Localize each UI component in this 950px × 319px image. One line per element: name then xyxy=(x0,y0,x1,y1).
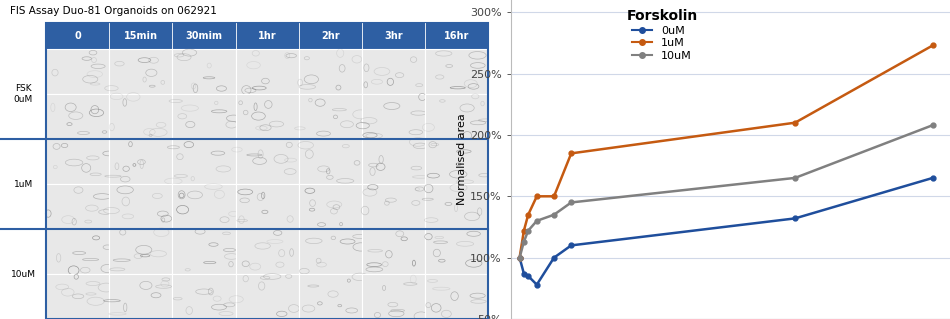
Bar xyxy=(362,184,425,229)
Bar xyxy=(298,49,362,94)
Bar xyxy=(298,94,362,139)
Text: 1uM: 1uM xyxy=(13,180,33,189)
1uM xyxy=(522,213,534,217)
0uM xyxy=(514,256,525,260)
Line: 0uM: 0uM xyxy=(517,175,935,287)
Bar xyxy=(109,139,173,184)
Bar xyxy=(236,94,298,139)
Bar xyxy=(236,184,298,229)
Bar xyxy=(47,184,109,229)
Bar xyxy=(298,139,362,184)
Bar xyxy=(109,184,173,229)
Bar xyxy=(47,23,487,49)
Text: FSK
0uM: FSK 0uM xyxy=(13,85,33,104)
10uM xyxy=(789,176,801,180)
Bar xyxy=(47,274,109,319)
Bar xyxy=(425,94,487,139)
Bar xyxy=(236,274,298,319)
10uM xyxy=(531,219,542,223)
Bar xyxy=(173,94,236,139)
Bar xyxy=(362,274,425,319)
10uM xyxy=(927,123,939,127)
Bar xyxy=(173,139,236,184)
Bar xyxy=(362,49,425,94)
Text: 16hr: 16hr xyxy=(444,31,469,41)
Bar xyxy=(236,229,298,274)
Line: 1uM: 1uM xyxy=(517,43,935,260)
Bar xyxy=(109,49,173,94)
1uM xyxy=(789,121,801,125)
Bar xyxy=(298,229,362,274)
Bar xyxy=(109,274,173,319)
1uM xyxy=(518,229,529,233)
10uM xyxy=(522,229,534,233)
Bar xyxy=(425,229,487,274)
Bar xyxy=(47,229,109,274)
Bar xyxy=(173,229,236,274)
10uM xyxy=(514,256,525,260)
Bar xyxy=(298,184,362,229)
Bar xyxy=(109,94,173,139)
1uM xyxy=(514,256,525,260)
Text: 2hr: 2hr xyxy=(321,31,339,41)
Bar xyxy=(298,274,362,319)
0uM xyxy=(531,283,542,286)
Bar xyxy=(425,274,487,319)
1uM xyxy=(927,43,939,47)
Line: 10uM: 10uM xyxy=(517,123,935,260)
0uM xyxy=(927,176,939,180)
Y-axis label: Normalised area: Normalised area xyxy=(457,114,467,205)
Text: 30mim: 30mim xyxy=(185,31,222,41)
Text: 10uM: 10uM xyxy=(10,270,36,278)
Text: 3hr: 3hr xyxy=(384,31,403,41)
Text: 1hr: 1hr xyxy=(257,31,276,41)
Bar xyxy=(173,49,236,94)
0uM xyxy=(565,243,577,247)
Text: 0: 0 xyxy=(74,31,82,41)
Bar xyxy=(236,49,298,94)
Legend: 0uM, 1uM, 10uM: 0uM, 1uM, 10uM xyxy=(626,9,697,61)
Text: FIS Assay Duo-81 Organoids on 062921: FIS Assay Duo-81 Organoids on 062921 xyxy=(10,6,217,17)
Bar xyxy=(362,139,425,184)
1uM xyxy=(548,194,560,198)
Bar xyxy=(47,94,109,139)
Bar xyxy=(425,49,487,94)
Text: 15min: 15min xyxy=(124,31,158,41)
Bar xyxy=(425,139,487,184)
Bar xyxy=(173,274,236,319)
10uM xyxy=(548,213,560,217)
Bar xyxy=(173,184,236,229)
1uM xyxy=(565,152,577,155)
Bar xyxy=(47,49,109,94)
0uM xyxy=(522,274,534,278)
Bar xyxy=(362,229,425,274)
0uM xyxy=(548,256,560,260)
10uM xyxy=(565,201,577,204)
Bar xyxy=(109,229,173,274)
Bar xyxy=(236,139,298,184)
Bar xyxy=(47,139,109,184)
Bar xyxy=(425,184,487,229)
0uM xyxy=(789,217,801,220)
1uM xyxy=(531,194,542,198)
10uM xyxy=(518,240,529,244)
Bar xyxy=(362,94,425,139)
0uM xyxy=(518,272,529,276)
